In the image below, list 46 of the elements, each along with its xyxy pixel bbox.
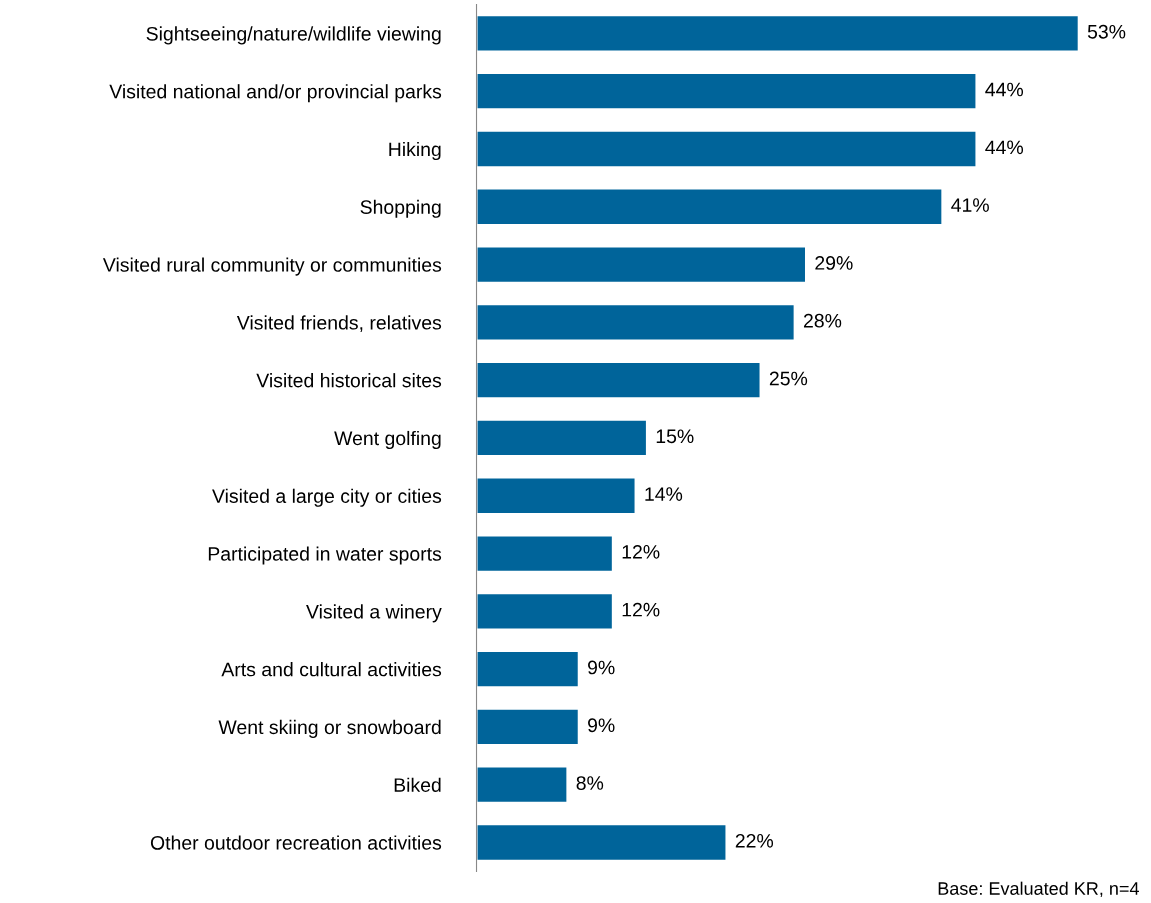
bar	[476, 129, 978, 169]
bar	[476, 707, 580, 747]
data-label: 25%	[769, 371, 808, 386]
y-tick-label: Visited historical sites	[256, 373, 442, 388]
y-tick-label: Hiking	[389, 141, 441, 161]
bar	[476, 14, 1080, 53]
y-tick-label: Visited a large city or cities	[212, 488, 442, 507]
y-tick-label: Other outdoor recreation activities	[150, 835, 442, 850]
y-tick-label: Visited national and/or provincial parks	[109, 84, 442, 103]
bar	[476, 245, 808, 284]
y-tick-label: Went golfing	[334, 430, 441, 450]
data-label: 22%	[735, 833, 774, 848]
data-label: 9%	[588, 718, 615, 733]
y-tick-label: Biked	[394, 777, 441, 792]
bar	[476, 534, 614, 573]
data-label: 28%	[803, 313, 842, 328]
data-label: 9%	[588, 660, 615, 675]
bar	[476, 649, 580, 689]
bar	[476, 418, 648, 458]
y-tick-label: Went skiing or snowboard	[218, 719, 441, 738]
bar	[476, 71, 978, 111]
data-label: 44%	[985, 82, 1024, 97]
data-label: 14%	[645, 487, 683, 501]
data-label: 8%	[576, 776, 604, 790]
data-label: 12%	[622, 602, 660, 617]
bar	[476, 303, 796, 342]
bar	[476, 187, 944, 227]
y-tick-label: Visited a winery	[306, 604, 442, 623]
data-label: 12%	[622, 544, 660, 559]
y-tick-label: Visited rural community or communities	[102, 257, 442, 276]
y-tick-label: Sightseeing/nature/wildlife viewing	[146, 26, 441, 45]
bar	[476, 476, 637, 515]
data-label: 29%	[815, 256, 853, 270]
data-label: 15%	[656, 429, 694, 444]
bar	[476, 823, 728, 862]
bar	[476, 592, 614, 631]
text: Base: Evaluated KR, n=4	[938, 881, 1139, 898]
data-label: 41%	[951, 198, 989, 212]
bar	[476, 360, 762, 400]
data-label: 53%	[1087, 24, 1126, 39]
data-label: 44%	[985, 140, 1024, 155]
y-tick-label: Visited friends, relatives	[236, 315, 442, 332]
y-tick-label: Arts and cultural activities	[221, 662, 442, 677]
y-tick-label: Participated in water sports	[208, 546, 442, 565]
bar	[476, 765, 569, 804]
y-tick-label: Shopping	[360, 199, 441, 218]
